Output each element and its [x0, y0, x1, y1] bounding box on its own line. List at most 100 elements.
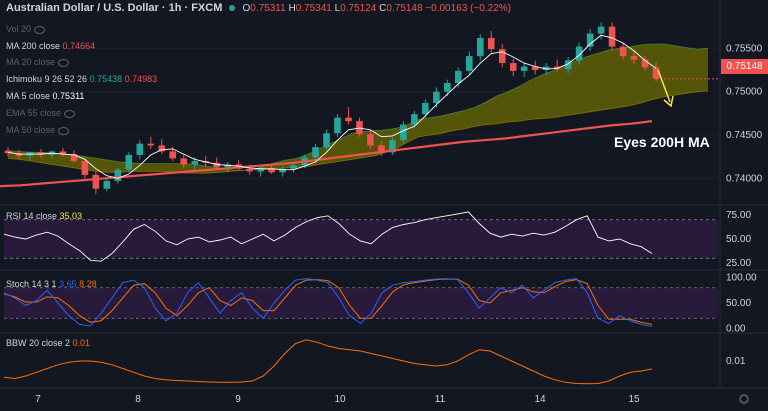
legend-ema55[interactable]: EMA 55 close	[6, 108, 76, 119]
legend-ma50[interactable]: MA 50 close	[6, 125, 70, 136]
candle-body	[400, 124, 407, 141]
eye-icon	[58, 58, 70, 67]
price-tick-label: 0.74000	[726, 173, 763, 184]
stoch-legend[interactable]: Stoch 14 3 1 3.65 8.28	[6, 279, 97, 289]
rsi-legend[interactable]: RSI 14 close 35.03	[6, 211, 83, 221]
symbol-title: Australian Dollar / U.S. Dollar · 1h · F…	[6, 2, 223, 14]
candle-body	[509, 63, 517, 71]
candle-body	[608, 26, 616, 47]
candle-body	[422, 102, 429, 115]
rsi-pane	[3, 211, 718, 262]
candle	[531, 60, 539, 75]
candle	[487, 31, 495, 53]
candle	[553, 59, 561, 72]
legend-ma5[interactable]: MA 5 close 0.75311	[6, 91, 85, 101]
candle	[520, 63, 528, 77]
market-status-dot	[229, 5, 236, 12]
candle-body	[125, 154, 133, 170]
axes: 0.75500 0.75000 0.74500 0.74000 7 8 9 10 11 14 15 7…	[35, 43, 762, 405]
candle-body	[169, 151, 177, 159]
candle	[114, 167, 122, 184]
candle-body	[59, 151, 67, 155]
candle-body	[92, 174, 100, 189]
chart-header: Australian Dollar / U.S. Dollar · 1h · F…	[6, 2, 511, 14]
candle	[509, 58, 517, 77]
candle-body	[586, 33, 594, 47]
candle	[498, 44, 506, 68]
candle	[4, 147, 12, 157]
osc-tick-label: 0.01	[726, 356, 746, 367]
ohlc-readout: O0.75311 H0.75341 L0.75124 C0.75148 −0.0…	[242, 3, 511, 14]
candle	[257, 166, 264, 177]
candle-body	[630, 56, 638, 60]
candle-body	[520, 66, 528, 71]
time-tick-label: 7	[35, 394, 41, 405]
candle	[476, 34, 484, 61]
candle-body	[553, 66, 561, 70]
candle-body	[564, 60, 572, 70]
candle	[279, 166, 286, 177]
cloud-span-b	[7, 90, 709, 174]
high-value: 0.75341	[295, 3, 332, 14]
time-tick-label: 10	[334, 394, 346, 405]
candle-body	[411, 114, 418, 125]
bbw-line	[3, 339, 653, 385]
candle-body	[597, 26, 605, 34]
candle-body	[268, 167, 275, 173]
candle-body	[444, 83, 451, 92]
candle-body	[542, 66, 550, 70]
candle	[235, 160, 242, 171]
moving-averages	[0, 34, 718, 188]
candle	[378, 141, 385, 156]
candle	[597, 22, 605, 40]
osc-tick-label: 25.00	[726, 258, 751, 269]
candle-body	[147, 143, 155, 146]
candle-body	[224, 164, 231, 168]
candle	[564, 57, 572, 74]
candle	[641, 56, 649, 71]
candle	[290, 162, 297, 173]
legend-ichimoku[interactable]: Ichimoku 9 26 52 26 0.75438 0.74983	[6, 74, 158, 84]
candle	[224, 161, 231, 173]
candle-body	[476, 37, 484, 57]
candle-body	[367, 134, 374, 146]
oscillator-band	[4, 287, 718, 319]
candle	[136, 140, 144, 160]
current-price-badge: 0.75148	[721, 59, 768, 74]
price-tick-label: 0.74500	[726, 130, 763, 141]
bbw-legend[interactable]: BBW 20 close 2 0.01	[6, 338, 91, 348]
legend-ma200[interactable]: MA 200 close 0.74664	[6, 41, 96, 51]
legend-ma20[interactable]: MA 20 close	[6, 57, 70, 68]
candle	[312, 143, 319, 161]
candle-body	[4, 150, 12, 154]
price-tick-label: 0.75000	[726, 87, 763, 98]
candle	[422, 99, 429, 118]
annotation-text: Eyes 200H MA	[614, 134, 710, 150]
osc-tick-label: 50.00	[726, 298, 751, 309]
candle-body	[136, 143, 144, 155]
time-tick-label: 15	[628, 394, 640, 405]
candle	[575, 42, 583, 65]
eye-icon	[64, 109, 76, 118]
settings-gear-icon[interactable]	[739, 394, 749, 404]
candle-body	[334, 117, 341, 134]
candle-body	[389, 140, 396, 153]
candle-body	[531, 66, 539, 70]
candle-body	[246, 168, 253, 172]
rsi-line	[3, 211, 653, 262]
osc-tick-label: 0.00	[726, 323, 746, 334]
candle-body	[455, 70, 462, 83]
legend-vol[interactable]: Vol 20	[6, 24, 46, 35]
candle	[356, 117, 363, 137]
candle-body	[158, 145, 166, 152]
candle-body	[356, 121, 363, 135]
candle-body	[487, 37, 495, 50]
low-value: 0.75124	[340, 3, 377, 14]
candle	[180, 154, 188, 168]
candle-body	[575, 46, 583, 61]
candle-body	[323, 133, 330, 148]
candle	[81, 157, 89, 179]
osc-tick-label: 100.00	[726, 273, 757, 284]
candle	[444, 79, 451, 96]
